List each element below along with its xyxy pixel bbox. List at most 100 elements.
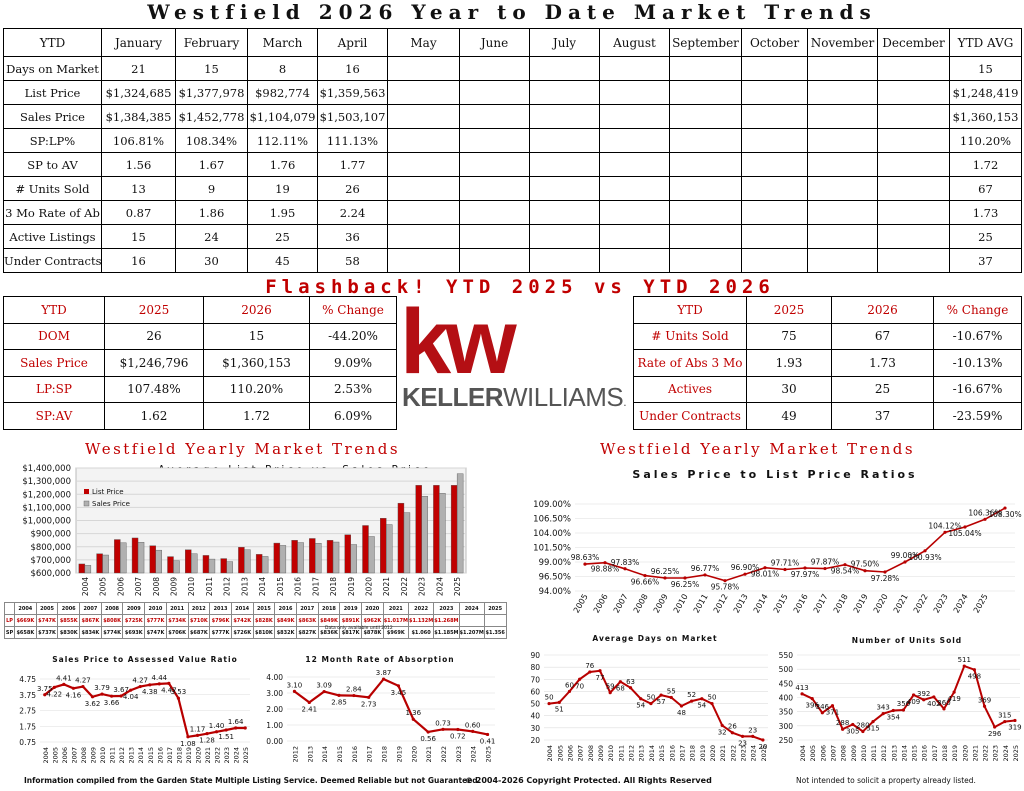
x-tick-label: 2005 <box>572 593 590 615</box>
bar <box>244 549 251 574</box>
x-tick-label: 2024 <box>1002 745 1010 762</box>
table-row: Days on Market 21 15 8 16 15 <box>3 56 1022 81</box>
table-cell: $867K <box>79 614 102 627</box>
column-header: % Change <box>933 296 1022 324</box>
bar <box>149 545 156 574</box>
table-cell: 15 <box>203 322 310 350</box>
table-cell: 112.11% <box>247 128 318 153</box>
data-point <box>932 695 936 699</box>
table-cell: $777K <box>144 614 167 627</box>
table-cell: 58 <box>317 248 388 273</box>
data-point <box>942 707 946 711</box>
data-point <box>639 697 643 701</box>
row-label: 3 Mo Rate of Ab <box>3 200 102 225</box>
table-cell: $734K <box>165 614 189 627</box>
table-cell: $1.060 <box>407 626 435 639</box>
bar <box>397 502 405 574</box>
table-cell: $1,452,778 <box>175 104 248 129</box>
x-tick-label: 2012 <box>118 747 126 764</box>
data-point <box>730 731 734 735</box>
bar <box>185 549 192 574</box>
table-cell <box>807 248 878 273</box>
table-cell: $863K <box>295 614 319 627</box>
data-label: 106.36% <box>968 508 1001 517</box>
x-tick-label: 2014 <box>752 593 770 615</box>
y-tick-label: 4.75 <box>19 675 36 684</box>
table-cell: -10.13% <box>933 349 1022 377</box>
x-tick-label: 2021 <box>892 593 910 615</box>
bar <box>362 525 369 574</box>
table-cell <box>807 104 878 129</box>
data-point <box>129 688 133 692</box>
bar <box>202 555 210 574</box>
data-label: 1.28 <box>199 737 215 745</box>
ytd-avg-cell: 67 <box>949 176 1022 201</box>
table-row: # Units Sold 13 9 19 26 67 <box>3 176 1022 201</box>
data-point <box>583 562 587 566</box>
x-tick-label: 2012 <box>291 746 299 763</box>
table-cell <box>459 56 530 81</box>
price-table-row: 2004 2005 2006 2007 2008 2009 2010 2011 2012 2013… <box>4 602 507 615</box>
x-tick-label: 2010 <box>607 745 615 762</box>
price-table-row: SP $658K $737K $830K $834K $774K $693K $747K $70… <box>4 626 507 639</box>
data-label: 1.40 <box>209 722 225 730</box>
data-label: 96.77% <box>691 564 720 573</box>
table-cell: $834K <box>79 626 102 639</box>
row-label: LP <box>4 614 15 627</box>
table-cell <box>529 104 600 129</box>
x-tick-label: 2021 <box>204 747 212 764</box>
x-tick-label: 2013 <box>306 746 314 763</box>
table-cell <box>807 200 878 225</box>
table-cell <box>599 176 670 201</box>
data-point <box>683 576 687 580</box>
x-tick-label: 2012 <box>880 745 888 762</box>
data-point <box>90 695 95 699</box>
table-cell: 16 <box>317 56 388 81</box>
x-tick-label: 2005 <box>809 745 817 762</box>
y-tick-label: 30 <box>530 724 540 733</box>
data-label: 305 <box>846 727 859 735</box>
y-tick-label: 104.00% <box>533 529 571 539</box>
data-label: 26 <box>728 723 737 731</box>
x-tick-label: 2020 <box>961 745 969 762</box>
x-tick-label: 2016 <box>792 593 810 615</box>
table-cell <box>529 128 600 153</box>
x-tick-label: 2019 <box>951 745 959 762</box>
data-label: 4.47 <box>161 686 177 694</box>
table-cell <box>599 200 670 225</box>
data-label: 99.00% <box>891 551 920 560</box>
data-label: 97.71% <box>771 558 800 567</box>
ytd-header-row: YTD January February March April May June July A… <box>3 28 1022 57</box>
x-tick-label: 2012 <box>223 577 232 596</box>
data-point <box>761 738 765 742</box>
column-header: 2025 <box>746 296 832 324</box>
data-label: 63 <box>626 678 635 686</box>
bar <box>255 554 263 574</box>
table-cell: 2023 <box>433 602 460 615</box>
table-cell <box>877 176 950 201</box>
y-tick-label: 90 <box>530 651 540 660</box>
x-tick-label: 2019 <box>395 746 403 763</box>
table-cell: 36 <box>317 224 388 249</box>
x-tick-label: 2015 <box>772 593 790 615</box>
column-header: April <box>317 28 388 57</box>
bar <box>279 545 287 574</box>
table-cell <box>807 56 878 81</box>
table-cell <box>529 224 600 249</box>
bar <box>96 553 103 574</box>
table-cell <box>669 128 742 153</box>
table-cell: 2004 <box>14 602 37 615</box>
y-tick-label: 500 <box>779 665 794 674</box>
bar <box>368 536 375 574</box>
table-cell <box>669 56 742 81</box>
table-cell: $796K <box>209 614 232 627</box>
x-tick-label: 2022 <box>440 746 448 763</box>
x-tick-label: 2019 <box>852 593 870 615</box>
table-cell <box>669 224 742 249</box>
table-cell: $1.132M <box>407 614 435 627</box>
chart-title: Sales Price to List Price Ratios <box>632 468 917 481</box>
data-point <box>205 732 209 736</box>
column-header: YTD <box>633 296 747 324</box>
table-cell: 2.24 <box>317 200 388 225</box>
x-tick-label: 2014 <box>900 745 908 762</box>
